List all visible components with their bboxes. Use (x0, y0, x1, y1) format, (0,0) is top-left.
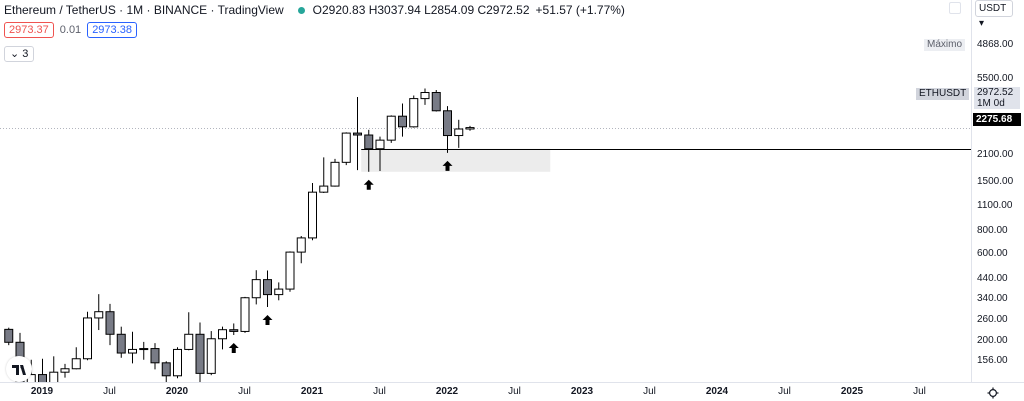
up-arrow-icon[interactable] (363, 179, 374, 190)
time-tick-label: Jul (508, 386, 521, 397)
candle-body[interactable] (364, 134, 374, 150)
indicators-toggle[interactable]: ⌄ 3 (4, 46, 35, 62)
candle-body[interactable] (285, 251, 295, 290)
candle-body[interactable] (251, 279, 261, 299)
last-price-tag: 2972.52 1M 0d (974, 87, 1020, 109)
candle-body[interactable] (105, 311, 115, 335)
max-label: Máximo (924, 39, 966, 51)
price-tick-label: 156.00 (977, 354, 1008, 366)
max-value: 4868.00 (977, 39, 1014, 50)
candle-body[interactable] (330, 161, 340, 187)
candle-body[interactable] (263, 279, 272, 296)
currency-selector[interactable]: USDT ▾ (975, 0, 1013, 29)
up-arrow-icon[interactable] (442, 160, 453, 171)
price-tick-label: 5500.00 (977, 72, 1014, 84)
candle-body[interactable] (296, 237, 306, 253)
ohlc-values: O2920.83 H3037.94 L2854.09 C2972.52 (312, 3, 530, 17)
price-tick-label: 800.00 (977, 225, 1008, 237)
price-tick-label: 1100.00 (977, 200, 1013, 212)
price-axis[interactable] (971, 0, 1024, 382)
candle-body[interactable] (195, 333, 205, 374)
candle-body[interactable] (353, 132, 362, 136)
chevron-down-icon: ▾ (979, 18, 985, 29)
candle-body[interactable] (420, 92, 430, 100)
symbol-tag: ETHUSDT (916, 88, 970, 100)
time-tick-label: Jul (373, 386, 386, 397)
symbol-legend: Ethereum / TetherUS · 1M · BINANCE · Tra… (4, 2, 625, 18)
time-tick-label: Jul (778, 386, 791, 397)
symbol-title[interactable]: Ethereum / TetherUS · 1M · BINANCE · Tra… (4, 3, 284, 17)
candle-body[interactable] (386, 115, 396, 141)
time-tick-label: 2020 (165, 386, 189, 397)
candle-body[interactable] (398, 115, 407, 128)
up-arrow-icon[interactable] (262, 314, 273, 325)
candle-body[interactable] (465, 127, 475, 130)
settings-gear-icon[interactable] (987, 387, 999, 399)
candle-body[interactable] (139, 348, 149, 351)
candle-body[interactable] (375, 139, 385, 150)
time-tick-label: 2025 (840, 386, 864, 397)
currency-label: USDT (979, 3, 1007, 14)
buy-button[interactable]: 2973.38 (87, 22, 137, 38)
level-price-tag: 2275.68 (973, 113, 1021, 126)
candle-body[interactable] (409, 98, 419, 128)
candle-body[interactable] (128, 348, 137, 354)
candle-body[interactable] (431, 92, 441, 112)
candle-body[interactable] (60, 368, 70, 373)
up-arrow-icon[interactable] (228, 343, 239, 354)
price-tick-label: 2100.00 (977, 149, 1014, 161)
time-tick-label: 2019 (30, 386, 54, 397)
chevron-down-icon: ⌄ (10, 48, 23, 60)
time-tick-label: Jul (103, 386, 116, 397)
candle-body[interactable] (4, 328, 14, 343)
candle-body[interactable] (240, 297, 250, 332)
spread-value: 0.01 (59, 24, 82, 36)
price-tick-label: 1500.00 (977, 175, 1014, 187)
candle-body[interactable] (49, 371, 59, 382)
price-change: +51.57 (+1.77%) (535, 3, 625, 17)
time-tick-label: 2024 (705, 386, 729, 397)
time-axis[interactable] (0, 382, 1024, 401)
candle-body[interactable] (173, 348, 182, 377)
time-tick-label: 2022 (435, 386, 459, 397)
sell-button[interactable]: 2973.37 (4, 22, 54, 38)
candle-body[interactable] (38, 374, 47, 382)
market-open-status-icon (297, 6, 305, 14)
time-tick-label: Jul (643, 386, 656, 397)
price-tick-label: 260.00 (977, 314, 1008, 326)
buy-sell-panel: 2973.37 0.01 2973.38 (4, 22, 137, 38)
candle-body[interactable] (341, 132, 351, 163)
last-price-value: 2972.52 (977, 87, 1014, 98)
candle-body[interactable] (308, 191, 317, 239)
candle-body[interactable] (94, 311, 104, 319)
candle-body[interactable] (161, 362, 171, 377)
price-tick-label: 600.00 (977, 248, 1008, 260)
candle-body[interactable] (206, 338, 216, 374)
candle-body[interactable] (184, 333, 194, 350)
time-tick-label: 2023 (570, 386, 594, 397)
candlestick-chart[interactable] (0, 0, 971, 382)
time-tick-label: Jul (238, 386, 251, 397)
tradingview-logo[interactable] (6, 356, 32, 382)
time-tick-label: Jul (913, 386, 926, 397)
candle-body[interactable] (83, 317, 92, 360)
candle-body[interactable] (116, 333, 126, 354)
candle-body[interactable] (319, 185, 329, 193)
candle-body[interactable] (26, 374, 36, 382)
price-tick-label: 340.00 (977, 293, 1008, 305)
candle-body[interactable] (71, 358, 81, 370)
candle-body[interactable] (274, 288, 284, 296)
price-tick-label: 200.00 (977, 335, 1008, 347)
time-tick-label: 2021 (300, 386, 324, 397)
candle-body[interactable] (454, 128, 464, 137)
candle-body[interactable] (443, 110, 452, 137)
object-tree-icon[interactable] (949, 2, 961, 14)
indicators-count: 3 (22, 48, 29, 60)
price-tick-label: 440.00 (977, 272, 1008, 284)
bar-countdown: 1M 0d (977, 98, 1005, 109)
support-zone[interactable] (361, 148, 551, 172)
candle-body[interactable] (218, 329, 227, 340)
candle-body[interactable] (150, 348, 160, 364)
candle-body[interactable] (229, 329, 239, 332)
